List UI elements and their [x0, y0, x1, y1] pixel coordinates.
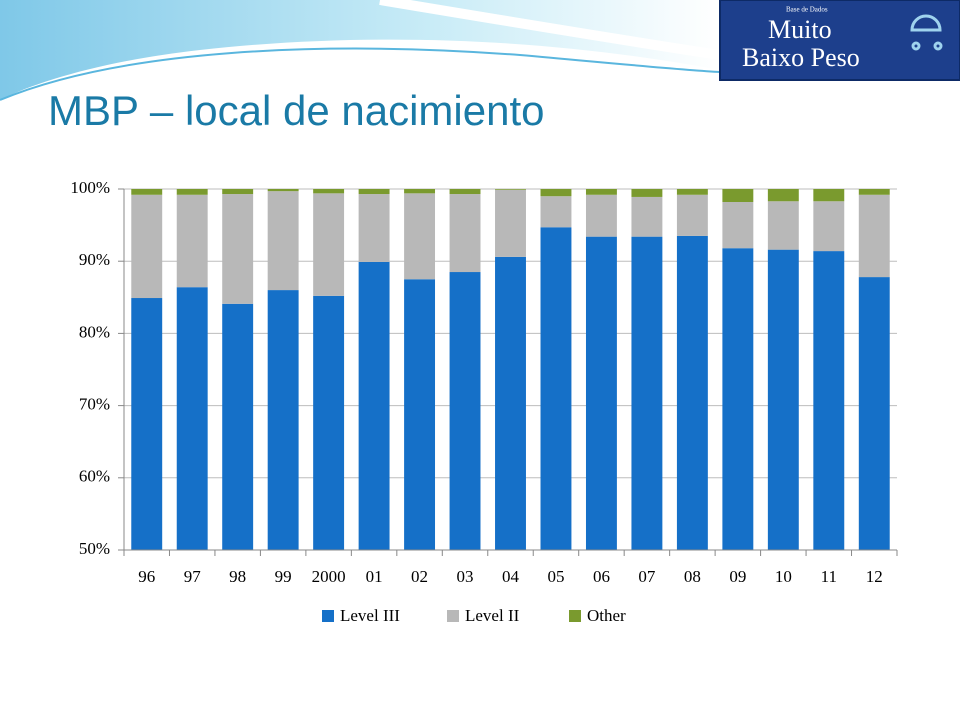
bar-segment	[858, 277, 890, 550]
bar-segment	[449, 189, 481, 195]
bar-segment	[813, 201, 845, 252]
bar-segment	[358, 194, 390, 262]
bar-segment	[404, 193, 436, 280]
bar-segment	[222, 303, 254, 550]
bar-segment	[358, 189, 390, 195]
x-tick-label: 05	[547, 567, 564, 586]
legend-label: Other	[587, 606, 626, 625]
legend-swatch	[569, 610, 581, 622]
bar-segment	[676, 189, 708, 195]
bar-segment	[722, 201, 754, 249]
bar-segment	[495, 256, 526, 550]
x-tick-label: 96	[138, 567, 155, 586]
logo-line1: Muito	[768, 15, 832, 44]
bar-segment	[313, 295, 345, 550]
x-tick-label: 07	[638, 567, 656, 586]
logo-line2: Baixo Peso	[742, 43, 860, 72]
x-tick-label: 04	[502, 567, 520, 586]
bar-segment	[585, 189, 617, 195]
x-tick-label: 03	[457, 567, 474, 586]
x-tick-label: 02	[411, 567, 428, 586]
bar-segment	[676, 194, 708, 236]
y-tick-label: 60%	[79, 467, 110, 486]
logo-icon	[910, 14, 943, 51]
x-tick-label: 99	[275, 567, 292, 586]
wave-highlight	[379, 0, 721, 60]
bar-segment	[722, 248, 754, 551]
bar-segment	[131, 298, 163, 550]
bar-segment	[813, 251, 845, 551]
x-tick-label: 01	[366, 567, 383, 586]
header-wave	[0, 0, 720, 100]
bar-segment	[722, 189, 754, 202]
x-tick-label: 11	[821, 567, 837, 586]
x-tick-label: 2000	[312, 567, 346, 586]
x-tick-label: 06	[593, 567, 610, 586]
bar-segment	[176, 194, 208, 288]
bar-segment	[767, 189, 799, 202]
x-tick-label: 97	[184, 567, 202, 586]
bar-segment	[176, 189, 208, 195]
chart-title: MBP – local de nacimiento	[48, 87, 545, 134]
bar-segment	[176, 287, 208, 550]
bar-segment	[222, 189, 254, 195]
bar-segment	[267, 290, 299, 550]
bar-segment	[313, 189, 345, 194]
y-tick-label: 50%	[79, 539, 110, 558]
bar-segment	[131, 189, 163, 195]
y-tick-label: 90%	[79, 250, 110, 269]
bar-segment	[267, 191, 299, 291]
y-tick-label: 80%	[79, 322, 110, 341]
bar-segment	[131, 194, 163, 299]
x-tick-label: 09	[729, 567, 746, 586]
bar-segment	[495, 189, 526, 257]
logo-box	[719, 0, 960, 81]
y-tick-label: 100%	[70, 178, 110, 197]
bar-segment	[404, 189, 436, 194]
bar-segment	[676, 235, 708, 550]
wave-line	[0, 47, 721, 101]
bar-segment	[631, 189, 663, 197]
bar-segment	[313, 193, 345, 296]
bar-segment	[540, 189, 572, 197]
bar-segment	[540, 196, 572, 228]
x-tick-label: 98	[229, 567, 246, 586]
logo-small: Base de Dados	[786, 6, 828, 14]
legend-swatch	[322, 610, 334, 622]
bar-segment	[813, 189, 845, 202]
bar-segment	[767, 201, 799, 250]
bar-segment	[858, 189, 890, 195]
x-tick-label: 12	[866, 567, 883, 586]
bar-segment	[358, 261, 390, 550]
bar-segment	[767, 249, 799, 550]
bar-segment	[540, 227, 572, 551]
bar-segment	[404, 279, 436, 550]
bar-segment	[631, 196, 663, 237]
x-tick-label: 08	[684, 567, 701, 586]
legend-label: Level II	[465, 606, 520, 625]
legend-swatch	[447, 610, 459, 622]
bar-segment	[449, 194, 481, 273]
bar-segment	[495, 189, 526, 190]
bar-segment	[585, 236, 617, 551]
legend-label: Level III	[340, 606, 400, 625]
bar-segment	[631, 236, 663, 551]
bar-segment	[585, 194, 617, 237]
bar-segment	[267, 189, 299, 192]
x-tick-label: 10	[775, 567, 792, 586]
y-tick-label: 70%	[79, 395, 110, 414]
bar-segment	[222, 194, 254, 304]
bar-segment	[449, 272, 481, 550]
bar-segment	[858, 194, 890, 278]
